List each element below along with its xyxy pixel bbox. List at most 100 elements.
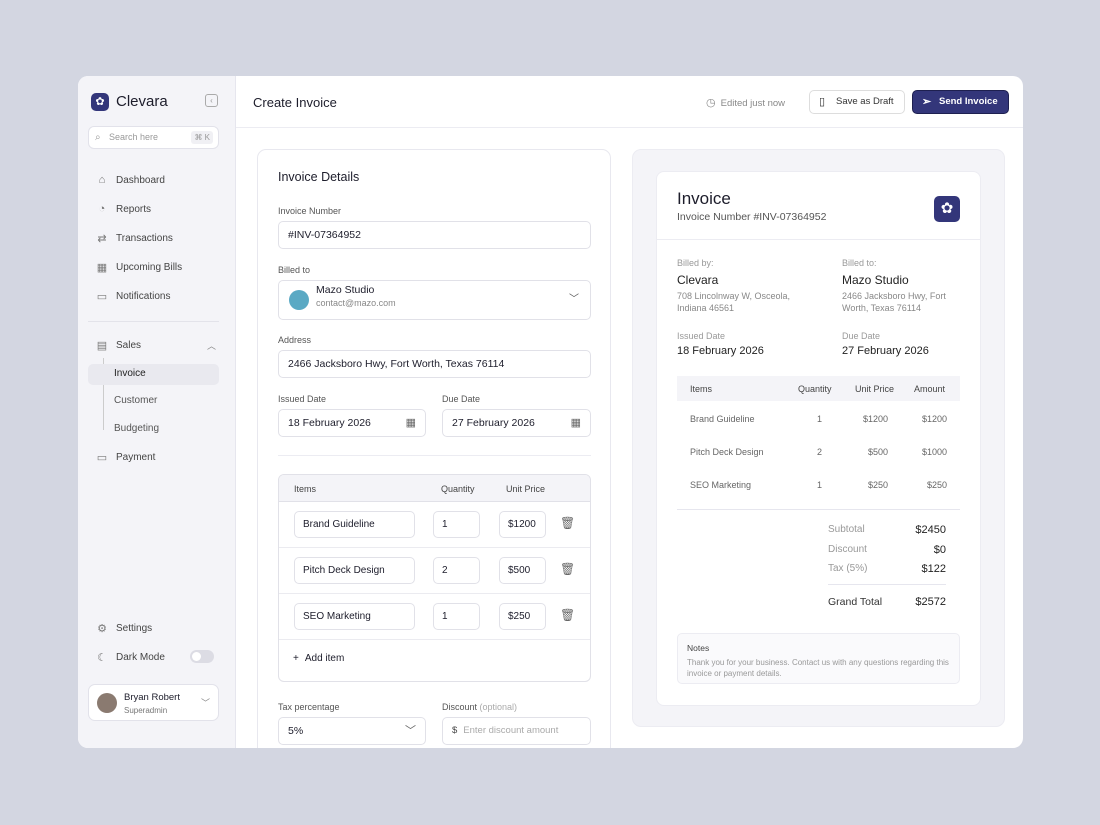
avatar	[97, 693, 117, 713]
item-price-input[interactable]: $1200	[499, 511, 546, 538]
item-qty-input[interactable]: 1	[433, 511, 480, 538]
item-name-input[interactable]: SEO Marketing	[294, 603, 415, 630]
chevron-down-icon: ﹀	[405, 725, 416, 737]
billed-to-address: 2466 Jacksboro Hwy, Fort Worth, Texas 76…	[842, 291, 946, 313]
send-icon: ➢	[922, 96, 932, 108]
dark-mode-row: ☾ Dark Mode	[96, 651, 165, 664]
sidebar-item-transactions[interactable]: ⇄ Transactions	[96, 232, 173, 245]
sidebar-item-notifications[interactable]: ▭ Notifications	[96, 290, 171, 303]
user-menu[interactable]: Bryan Robert Superadmin ﹀	[88, 684, 219, 721]
trash-icon[interactable]: 🗑	[560, 516, 576, 530]
col-unit-price: Unit Price	[855, 384, 895, 394]
issued-date-label: Issued Date	[278, 394, 327, 404]
nav-label: Reports	[116, 203, 152, 215]
calendar-icon[interactable]: ▦	[570, 417, 581, 429]
optional-text: (optional)	[479, 702, 518, 712]
issued-date-input[interactable]: 18 February 2026 ▦	[278, 409, 426, 437]
address-label: Address	[278, 335, 312, 345]
discount-row: Discount $0	[828, 544, 946, 556]
issued-value: 18 February 2026	[677, 345, 764, 357]
col-items: Items	[294, 484, 317, 494]
collapse-sidebar-icon[interactable]: ‹	[205, 94, 218, 107]
chevron-up-icon: ︿	[206, 341, 216, 351]
preview-row: SEO Marketing 1 $250 $250	[677, 480, 960, 492]
sidebar-item-upcoming-bills[interactable]: ▦ Upcoming Bills	[96, 261, 182, 274]
plus-icon: +	[293, 653, 299, 664]
chevron-down-icon: ﹀	[200, 698, 210, 708]
divider	[278, 455, 591, 456]
sidebar-item-budgeting[interactable]: Budgeting	[114, 423, 160, 434]
col-unit-price: Unit Price	[506, 484, 546, 494]
item-name-input[interactable]: Pitch Deck Design	[294, 557, 415, 584]
row-amount: $1200	[921, 414, 947, 424]
col-items: Items	[690, 384, 713, 394]
trash-icon[interactable]: 🗑	[560, 608, 576, 622]
due-date-input[interactable]: 27 February 2026 ▦	[442, 409, 591, 437]
dark-mode-label: Dark Mode	[116, 652, 165, 663]
sidebar-item-payment[interactable]: ▭ Payment	[96, 451, 156, 464]
preview-row: Pitch Deck Design 2 $500 $1000	[677, 447, 960, 459]
preview-number: Invoice Number #INV-07364952	[677, 211, 827, 223]
search-input[interactable]: ⌕ Search here ⌘ K	[88, 126, 219, 149]
issued-label: Issued Date	[677, 331, 726, 341]
col-amount: Amount	[914, 384, 946, 394]
gear-icon: ⚙	[97, 623, 107, 635]
save-draft-button[interactable]: ▯ Save as Draft	[809, 90, 905, 114]
send-label: Send Invoice	[939, 96, 998, 107]
send-invoice-button[interactable]: ➢ Send Invoice	[912, 90, 1009, 114]
issued-date-value: 18 February 2026	[288, 417, 371, 429]
grand-total-label: Grand Total	[828, 596, 883, 608]
tax-select[interactable]: 5% ﹀	[278, 717, 426, 745]
divider	[657, 239, 980, 240]
sidebar-item-settings[interactable]: ⚙ Settings	[96, 622, 152, 635]
item-row: Brand Guideline 1 $1200 🗑	[279, 502, 590, 548]
search-shortcut: ⌘ K	[191, 131, 213, 144]
due-date-value: 27 February 2026	[452, 417, 535, 429]
row-item: Pitch Deck Design	[690, 447, 764, 457]
save-icon: ▯	[819, 96, 826, 108]
row-price: $500	[867, 447, 888, 457]
item-qty-input[interactable]: 2	[433, 557, 480, 584]
add-item-button[interactable]: + Add item	[293, 653, 344, 664]
sidebar-item-dashboard[interactable]: ⌂ Dashboard	[96, 174, 165, 186]
invoice-number-input[interactable]: #INV-07364952	[278, 221, 591, 249]
sidebar-item-invoice[interactable]: Invoice	[114, 368, 146, 379]
divider	[828, 584, 946, 585]
edited-text: Edited just now	[720, 98, 786, 109]
dark-mode-toggle[interactable]	[190, 650, 214, 663]
item-price-input[interactable]: $250	[499, 603, 546, 630]
discount-label: Discount	[828, 544, 867, 555]
sidebar-item-customer[interactable]: Customer	[114, 395, 158, 406]
user-name: Bryan Robert	[124, 692, 180, 703]
preview-table-header: Items Quantity Unit Price Amount	[677, 376, 960, 401]
client-name: Mazo Studio	[316, 284, 375, 296]
grand-total-row: Grand Total $2572	[828, 596, 946, 608]
sidebar-item-reports[interactable]: ◔ Reports	[96, 203, 151, 215]
item-qty-input[interactable]: 1	[433, 603, 480, 630]
item-name-input[interactable]: Brand Guideline	[294, 511, 415, 538]
transfer-icon: ⇄	[97, 233, 107, 245]
row-amount: $1000	[921, 447, 947, 457]
home-icon: ⌂	[98, 174, 106, 186]
invoice-number-label: Invoice Number	[278, 206, 342, 216]
sidebar-item-sales[interactable]: ▤ Sales ︿	[96, 339, 216, 352]
calendar-icon[interactable]: ▦	[405, 417, 416, 429]
active-highlight	[88, 364, 219, 385]
nav-label: Notifications	[116, 291, 171, 302]
discount-input[interactable]: $ Enter discount amount	[442, 717, 591, 745]
tax-label: Tax percentage	[278, 702, 340, 712]
item-row: SEO Marketing 1 $250 🗑	[279, 594, 590, 640]
brand-name: Clevara	[116, 93, 168, 110]
invoice-details-form: Invoice Details Invoice Number #INV-0736…	[257, 149, 611, 748]
address-input[interactable]: 2466 Jacksboro Hwy, Fort Worth, Texas 76…	[278, 350, 591, 378]
trash-icon[interactable]: 🗑	[560, 562, 576, 576]
item-price-input[interactable]: $500	[499, 557, 546, 584]
page-title: Create Invoice	[253, 95, 337, 110]
billed-to-select[interactable]: Mazo Studio contact@mazo.com ﹀	[278, 280, 591, 320]
bell-icon: ▭	[96, 291, 108, 303]
nav-label: Payment	[116, 452, 156, 463]
nav-label: Transactions	[116, 233, 173, 244]
currency-symbol: $	[452, 725, 458, 736]
billed-to-name: Mazo Studio	[842, 273, 909, 287]
sidebar: ✿ Clevara ‹ ⌕ Search here ⌘ K ⌂ Dashboard ◔…	[78, 76, 236, 748]
